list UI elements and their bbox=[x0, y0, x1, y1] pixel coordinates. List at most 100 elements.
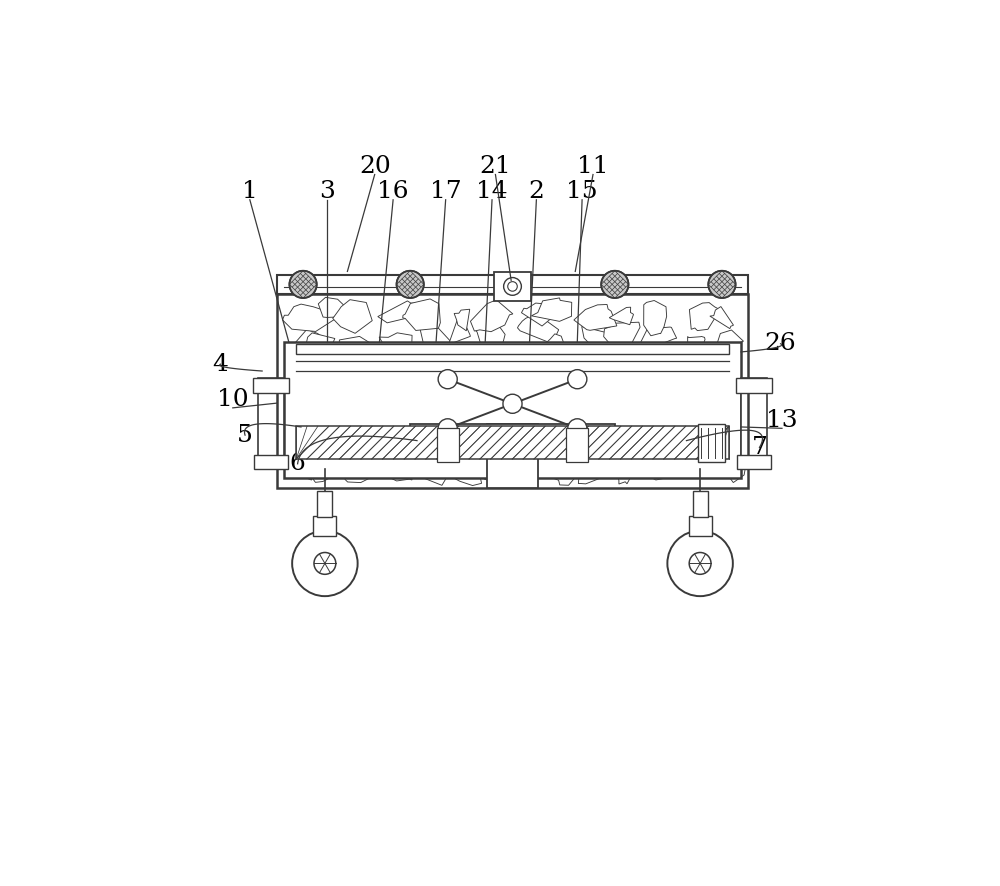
Bar bbox=[736, 377, 772, 392]
Polygon shape bbox=[498, 367, 544, 385]
Polygon shape bbox=[439, 421, 467, 454]
Polygon shape bbox=[640, 327, 677, 346]
Circle shape bbox=[438, 369, 457, 389]
Polygon shape bbox=[641, 458, 670, 480]
Bar bbox=[566, 428, 588, 462]
Bar bbox=[284, 342, 741, 478]
Polygon shape bbox=[487, 398, 507, 421]
Polygon shape bbox=[406, 401, 449, 420]
Polygon shape bbox=[340, 456, 372, 483]
Bar bbox=[258, 377, 284, 456]
Polygon shape bbox=[609, 307, 633, 324]
Polygon shape bbox=[658, 415, 679, 445]
Text: 15: 15 bbox=[566, 180, 598, 203]
Polygon shape bbox=[374, 392, 408, 410]
Bar bbox=[689, 516, 712, 536]
Text: 6: 6 bbox=[290, 453, 306, 475]
Circle shape bbox=[667, 531, 733, 596]
Polygon shape bbox=[368, 354, 415, 383]
Polygon shape bbox=[289, 424, 312, 446]
Polygon shape bbox=[436, 389, 473, 415]
Text: 17: 17 bbox=[430, 180, 461, 203]
Circle shape bbox=[289, 271, 317, 298]
Polygon shape bbox=[521, 303, 554, 326]
Polygon shape bbox=[334, 395, 378, 423]
Text: 2: 2 bbox=[528, 180, 544, 203]
Circle shape bbox=[568, 369, 587, 389]
Bar bbox=[313, 516, 336, 536]
Circle shape bbox=[503, 394, 522, 413]
Text: 4: 4 bbox=[213, 353, 228, 376]
Bar bbox=[693, 491, 708, 517]
Polygon shape bbox=[689, 431, 724, 451]
Polygon shape bbox=[421, 360, 447, 377]
Polygon shape bbox=[582, 385, 616, 413]
Polygon shape bbox=[656, 366, 681, 386]
Bar bbox=[317, 491, 332, 517]
Polygon shape bbox=[718, 330, 743, 347]
Text: 20: 20 bbox=[359, 155, 391, 178]
Polygon shape bbox=[348, 430, 388, 458]
Polygon shape bbox=[644, 300, 667, 336]
Polygon shape bbox=[470, 299, 513, 331]
Polygon shape bbox=[533, 334, 570, 365]
Polygon shape bbox=[287, 370, 321, 389]
Polygon shape bbox=[420, 323, 450, 352]
Polygon shape bbox=[700, 425, 744, 449]
Polygon shape bbox=[415, 445, 446, 486]
Polygon shape bbox=[531, 298, 572, 322]
Polygon shape bbox=[570, 369, 609, 401]
Circle shape bbox=[292, 531, 358, 596]
Polygon shape bbox=[454, 309, 470, 330]
Polygon shape bbox=[282, 304, 335, 331]
Polygon shape bbox=[710, 307, 733, 329]
Text: 14: 14 bbox=[476, 180, 508, 203]
Polygon shape bbox=[550, 461, 578, 486]
Bar bbox=[420, 439, 605, 449]
Polygon shape bbox=[514, 394, 550, 424]
Bar bbox=[737, 455, 771, 469]
Bar bbox=[437, 428, 459, 462]
Polygon shape bbox=[539, 369, 573, 397]
Circle shape bbox=[568, 419, 587, 438]
Polygon shape bbox=[454, 462, 482, 486]
Polygon shape bbox=[578, 456, 608, 484]
Bar bbox=[410, 424, 615, 440]
Circle shape bbox=[397, 271, 424, 298]
Polygon shape bbox=[470, 450, 506, 482]
Bar bbox=[487, 424, 538, 488]
Bar bbox=[296, 344, 729, 354]
Polygon shape bbox=[688, 337, 705, 354]
Polygon shape bbox=[318, 298, 350, 317]
Polygon shape bbox=[283, 450, 313, 480]
Polygon shape bbox=[301, 333, 335, 353]
Text: 26: 26 bbox=[765, 332, 796, 355]
Polygon shape bbox=[339, 337, 371, 358]
Text: 13: 13 bbox=[766, 408, 798, 431]
Polygon shape bbox=[446, 370, 466, 385]
Text: 16: 16 bbox=[377, 180, 409, 203]
Polygon shape bbox=[305, 357, 340, 382]
Circle shape bbox=[508, 282, 517, 291]
Text: 7: 7 bbox=[752, 436, 767, 459]
Polygon shape bbox=[285, 386, 307, 420]
Polygon shape bbox=[413, 430, 445, 463]
Text: 11: 11 bbox=[577, 155, 609, 178]
Polygon shape bbox=[487, 426, 510, 447]
Polygon shape bbox=[678, 405, 705, 431]
Polygon shape bbox=[688, 373, 713, 388]
Text: 10: 10 bbox=[217, 388, 249, 411]
Polygon shape bbox=[333, 299, 372, 333]
Polygon shape bbox=[721, 453, 745, 483]
Circle shape bbox=[314, 553, 336, 574]
Polygon shape bbox=[473, 356, 515, 385]
Circle shape bbox=[504, 277, 521, 295]
Bar bbox=[254, 455, 288, 469]
Bar bbox=[296, 426, 729, 459]
Polygon shape bbox=[378, 301, 421, 323]
Polygon shape bbox=[604, 323, 640, 351]
Polygon shape bbox=[346, 368, 365, 398]
Polygon shape bbox=[475, 324, 505, 346]
Polygon shape bbox=[574, 305, 617, 330]
Text: 21: 21 bbox=[480, 155, 511, 178]
